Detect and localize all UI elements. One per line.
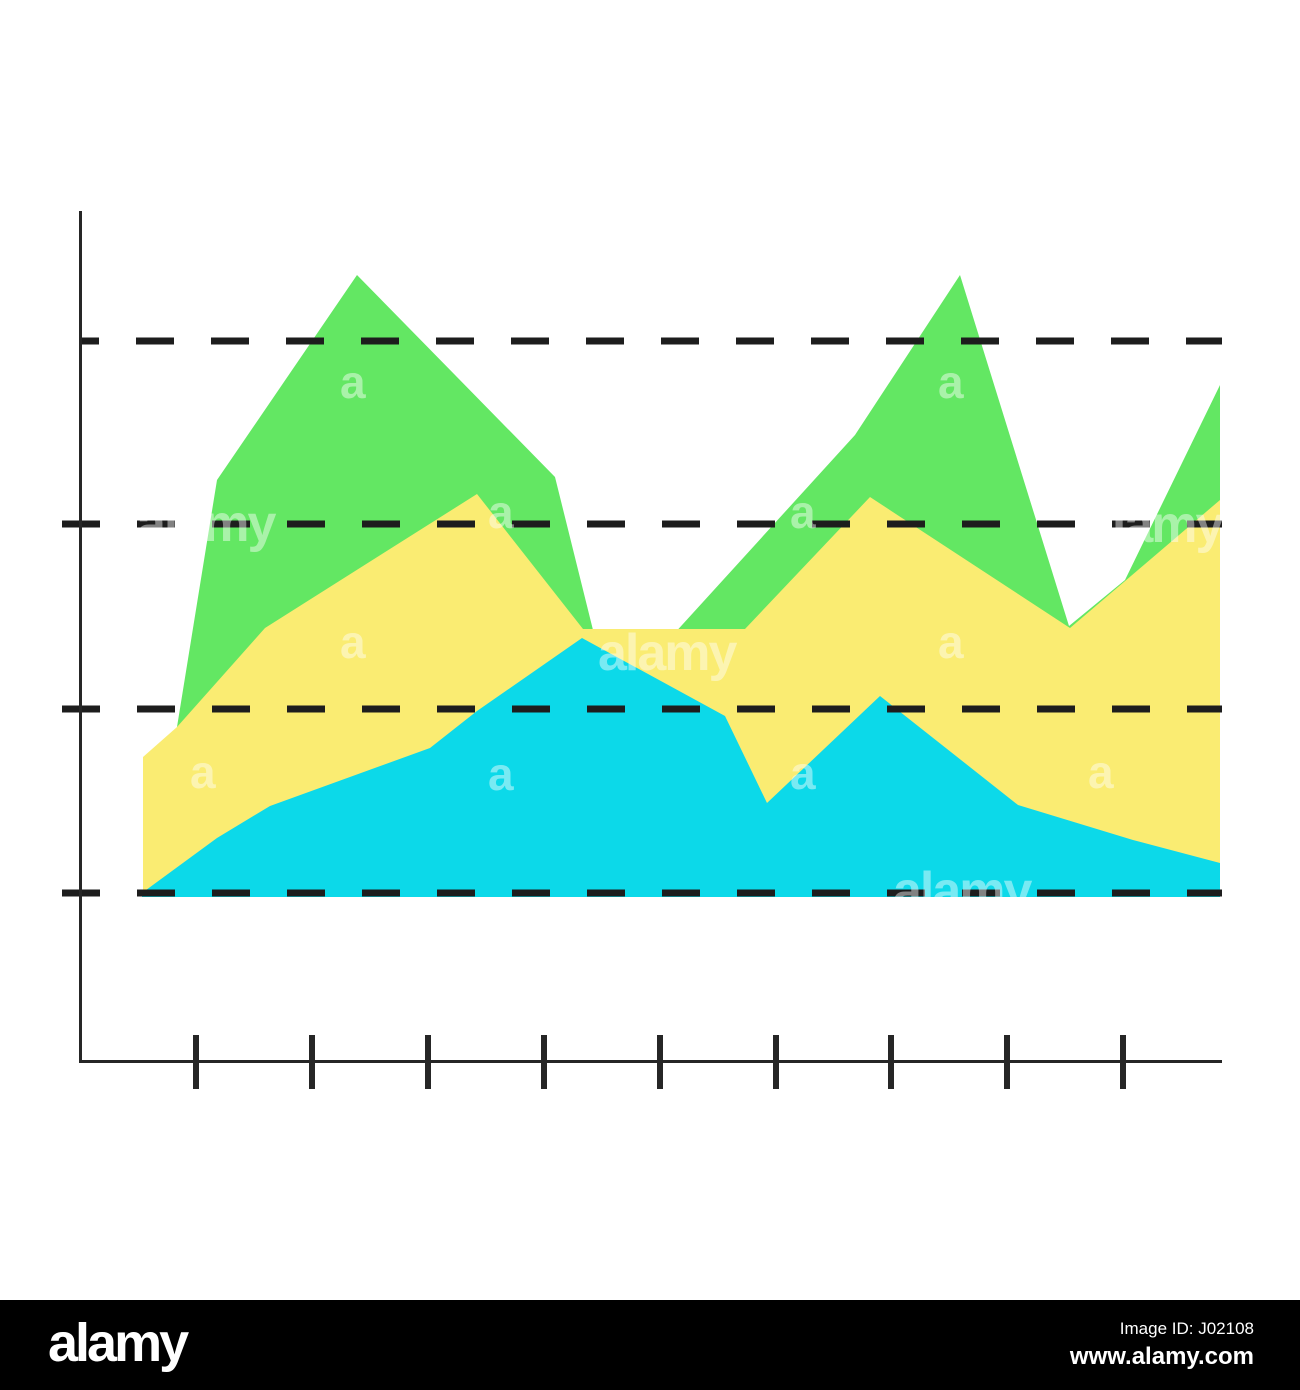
y-axis <box>79 211 82 1063</box>
watermark-text: a <box>488 486 514 538</box>
watermark-text: a <box>190 746 216 798</box>
x-axis-tick <box>1004 1035 1010 1089</box>
area-series-cyan <box>142 638 1220 897</box>
x-axis-tick <box>1120 1035 1126 1089</box>
x-axis <box>79 1060 1222 1063</box>
watermark-text: a <box>790 747 816 799</box>
alamy-url-text: www.alamy.com <box>1069 1343 1254 1371</box>
watermark-text: a <box>340 356 366 408</box>
x-axis-tick <box>773 1035 779 1089</box>
watermark-text: alamy <box>1085 496 1225 554</box>
watermark-text: alamy <box>893 862 1033 920</box>
watermark-text: a <box>938 616 964 668</box>
x-axis-tick <box>657 1035 663 1089</box>
alamy-logo: alamy <box>48 1313 189 1373</box>
x-axis-tick <box>425 1035 431 1089</box>
watermark-text: a <box>938 356 964 408</box>
watermark-text: a <box>1088 746 1114 798</box>
x-axis-tick <box>309 1035 315 1089</box>
x-axis-tick <box>888 1035 894 1089</box>
watermark-bar: alamy Image ID: J02108 www.alamy.com <box>0 1300 1300 1390</box>
x-axis-tick <box>541 1035 547 1089</box>
watermark-text: a <box>340 616 366 668</box>
image-id-text: Image ID: J02108 <box>1119 1318 1254 1338</box>
x-axis-tick <box>193 1035 199 1089</box>
watermark-text: alamy <box>598 624 738 682</box>
watermark-text: a <box>488 748 514 800</box>
watermark-meta: Image ID: J02108 www.alamy.com <box>1070 1319 1254 1371</box>
watermark-text: a <box>790 486 816 538</box>
watermark-text: alamy <box>137 495 277 553</box>
